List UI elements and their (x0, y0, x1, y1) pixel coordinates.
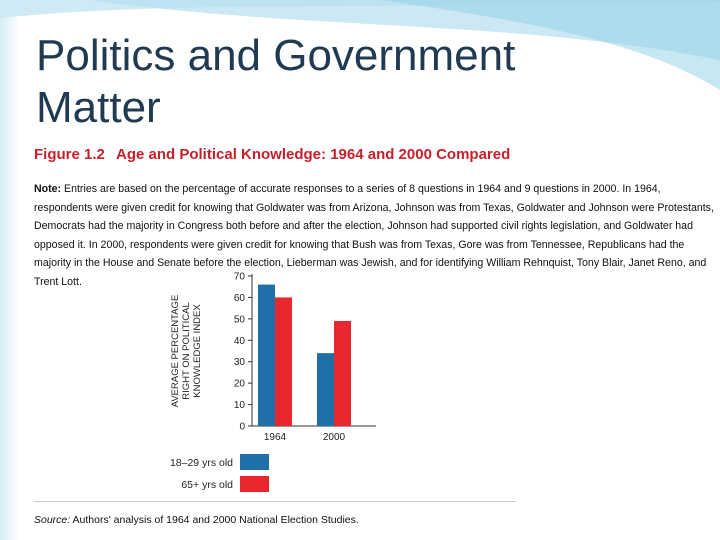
background-swoosh (0, 0, 720, 90)
note-prefix: Note: (34, 183, 62, 195)
x-tick-label: 2000 (323, 432, 346, 443)
y-tick-label: 40 (234, 336, 246, 347)
bar (258, 284, 275, 426)
slide-title: Politics and Government Matter (36, 31, 516, 132)
figure-label: Figure 1.2 (34, 146, 105, 163)
source-divider (34, 501, 516, 502)
bar-chart: 0 10 20 30 40 50 60 70 AVERAGE PERCENTAGE RIGHT O… (170, 272, 376, 492)
y-tick-label: 30 (234, 357, 246, 368)
y-tick-label: 0 (239, 422, 245, 433)
bar (275, 297, 292, 426)
bar (334, 321, 351, 426)
y-axis-title-line: AVERAGE PERCENTAGE (170, 295, 181, 408)
y-tick-label: 20 (234, 379, 246, 390)
y-tick-label: 10 (234, 400, 246, 411)
figure-note: Note: Entries are based on the percentag… (34, 180, 720, 291)
y-tick-label: 60 (234, 293, 246, 304)
y-tick-label: 70 (234, 272, 246, 283)
figure-title: Age and Political Knowledge: 1964 and 20… (116, 146, 511, 163)
x-tick-label: 1964 (264, 432, 287, 443)
figure-panel: Figure 1.2 Age and Political Knowledge: … (18, 132, 720, 540)
note-text: Entries are based on the percentage of a… (34, 183, 714, 288)
background-stripe (0, 0, 20, 540)
source-prefix: Source: (34, 514, 71, 526)
y-axis-title-line: RIGHT ON POLITICAL (181, 302, 192, 399)
y-tick-label: 50 (234, 314, 246, 325)
legend-swatch (240, 454, 269, 470)
legend-label: 65+ yrs old (181, 479, 233, 491)
bar (317, 353, 334, 426)
source-text: Authors' analysis of 1964 and 2000 Natio… (72, 514, 359, 526)
source-line: Source: Authors' analysis of 1964 and 20… (34, 514, 359, 526)
legend-label: 18–29 yrs old (170, 457, 233, 469)
y-axis-title-line: KNOWLEDGE INDEX (192, 304, 203, 398)
legend-swatch (240, 476, 269, 492)
